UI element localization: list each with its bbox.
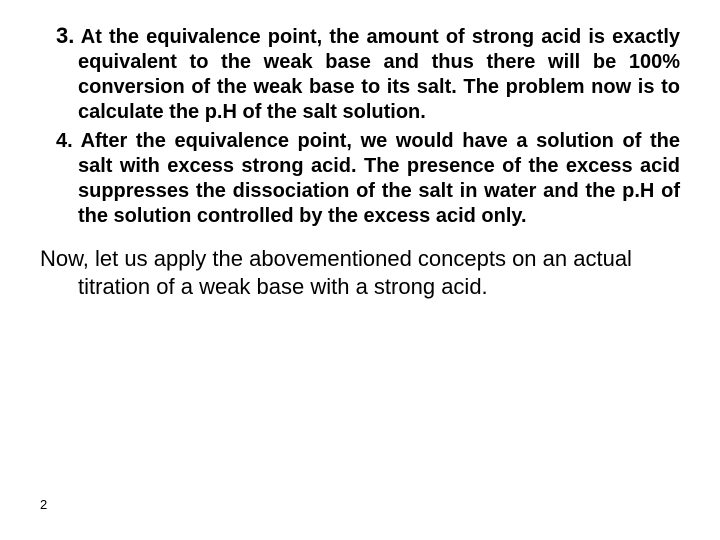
list-item-4: 4. After the equivalence point, we would… xyxy=(40,129,680,229)
item-4-number: 4. xyxy=(56,130,73,152)
item-3-number: 3. xyxy=(56,23,74,48)
list-item-3: 3. At the equivalence point, the amount … xyxy=(40,22,680,125)
item-3-text: At the equivalence point, the amount of … xyxy=(78,26,680,123)
closing-paragraph: Now, let us apply the abovementioned con… xyxy=(40,245,680,300)
item-4-text: After the equivalence point, we would ha… xyxy=(78,130,680,227)
page-number: 2 xyxy=(40,497,47,512)
